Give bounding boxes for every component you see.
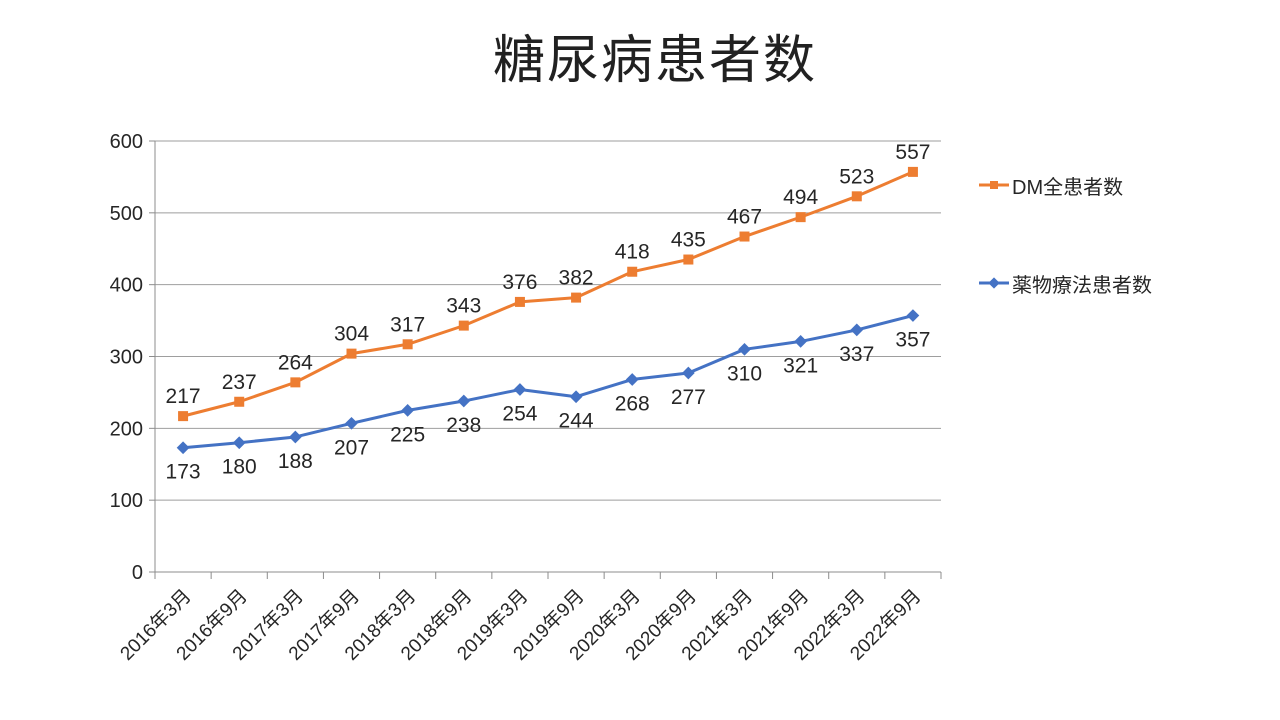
data-point-square-marker [627, 266, 638, 277]
data-label: 254 [502, 403, 537, 426]
data-label: 494 [783, 186, 818, 209]
y-tick-label: 600 [110, 131, 143, 153]
data-label: 244 [559, 410, 594, 433]
data-label: 317 [390, 313, 425, 336]
data-label: 207 [334, 436, 369, 459]
data-label: 188 [278, 450, 313, 473]
data-label: 180 [222, 456, 257, 479]
data-point-diamond-marker [625, 373, 639, 386]
data-point-square-marker [907, 166, 918, 177]
data-label: 337 [839, 343, 874, 366]
data-label: 237 [222, 371, 257, 394]
data-label: 268 [615, 392, 650, 415]
data-point-diamond-marker [906, 309, 920, 322]
data-point-diamond-marker [850, 323, 864, 337]
data-point-square-marker [739, 231, 750, 242]
data-label: 376 [502, 271, 537, 294]
data-point-square-marker [514, 296, 525, 307]
data-label: 225 [390, 423, 425, 446]
series-line-drug-therapy-patients [182, 314, 914, 450]
data-label: 357 [895, 329, 930, 352]
data-label: 321 [783, 354, 818, 377]
data-point-square-marker [178, 411, 189, 422]
data-label: 418 [615, 241, 650, 264]
data-point-square-marker [234, 396, 245, 407]
data-point-square-marker [346, 348, 357, 359]
data-label: 217 [166, 385, 201, 408]
y-tick-label: 400 [110, 275, 143, 297]
legend-square-marker-icon [979, 181, 1009, 189]
y-tick-label: 100 [110, 490, 143, 512]
data-point-square-marker [571, 292, 582, 303]
data-point-diamond-marker [176, 441, 190, 455]
legend-item-drug-therapy-patients: 薬物療法患者数 [978, 272, 1152, 297]
data-label: 277 [671, 386, 706, 409]
chart-title: 糖尿病患者数 [492, 32, 817, 90]
y-tick-label: 500 [110, 203, 143, 225]
data-point-diamond-marker [401, 404, 415, 417]
y-tick-label: 0 [132, 562, 143, 584]
data-label: 523 [839, 165, 874, 188]
legend-label-drug-therapy-patients: 薬物療法患者数 [1012, 274, 1152, 297]
legend-diamond-marker-icon [979, 277, 1009, 289]
data-point-diamond-marker [681, 366, 695, 380]
legend-label-dm-patients: DM全患者数 [1012, 176, 1124, 199]
data-point-diamond-marker [738, 342, 751, 356]
data-label: 382 [559, 267, 594, 290]
data-point-square-marker [683, 254, 694, 265]
data-label: 310 [727, 362, 762, 385]
data-label: 173 [166, 461, 201, 484]
data-point-square-marker [458, 320, 469, 331]
data-label: 557 [895, 141, 930, 164]
data-point-diamond-marker [345, 416, 358, 430]
data-point-diamond-marker [457, 394, 471, 408]
data-label: 435 [671, 229, 706, 252]
series-line-dm-patients [182, 170, 914, 418]
data-label: 304 [334, 323, 369, 346]
data-point-diamond-marker [569, 390, 583, 404]
data-point-square-marker [402, 339, 413, 350]
data-label: 467 [727, 206, 762, 229]
legend-item-dm-patients: DM全患者数 [978, 174, 1123, 199]
data-point-diamond-marker [288, 430, 302, 444]
data-point-square-marker [290, 377, 301, 388]
data-point-square-marker [851, 191, 862, 202]
data-label: 264 [278, 351, 313, 374]
y-tick-label: 300 [110, 347, 143, 369]
data-point-diamond-marker [513, 383, 527, 396]
data-point-diamond-marker [232, 436, 246, 450]
data-point-square-marker [795, 212, 806, 223]
data-label: 238 [446, 414, 481, 437]
data-point-diamond-marker [794, 335, 808, 348]
data-label: 343 [446, 295, 481, 318]
y-tick-label: 200 [110, 418, 143, 440]
